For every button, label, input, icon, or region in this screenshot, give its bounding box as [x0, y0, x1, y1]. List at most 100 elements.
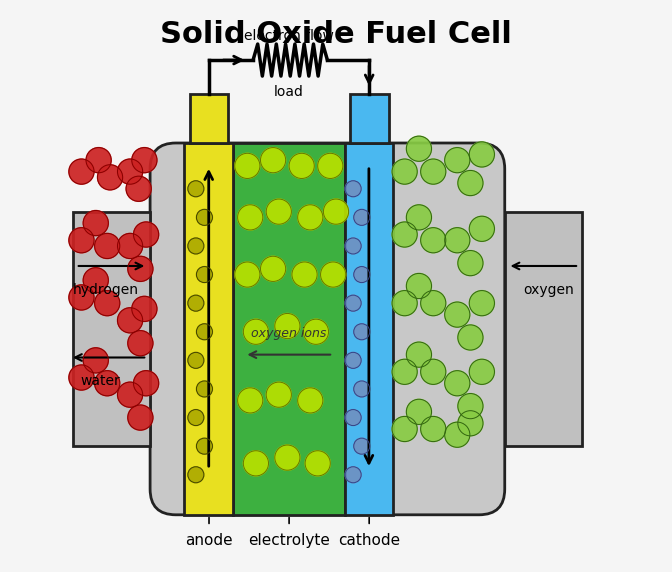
- Circle shape: [118, 382, 142, 407]
- Text: cathode: cathode: [338, 533, 401, 548]
- Circle shape: [69, 228, 94, 253]
- Circle shape: [238, 388, 263, 413]
- Circle shape: [196, 267, 212, 283]
- Circle shape: [353, 324, 370, 340]
- Circle shape: [95, 233, 120, 259]
- Circle shape: [407, 399, 431, 424]
- Circle shape: [392, 159, 417, 184]
- Circle shape: [321, 262, 345, 287]
- Circle shape: [83, 348, 108, 373]
- Circle shape: [118, 159, 142, 184]
- Circle shape: [345, 467, 361, 483]
- Circle shape: [134, 371, 159, 396]
- Circle shape: [188, 238, 204, 254]
- Circle shape: [243, 319, 269, 344]
- Text: hydrogen: hydrogen: [73, 283, 139, 297]
- Circle shape: [421, 228, 446, 253]
- Circle shape: [345, 295, 361, 311]
- Circle shape: [421, 359, 446, 384]
- Bar: [184, 143, 233, 515]
- Circle shape: [196, 324, 212, 340]
- Circle shape: [445, 302, 470, 327]
- Circle shape: [305, 451, 330, 476]
- Circle shape: [318, 153, 343, 178]
- Circle shape: [469, 216, 495, 241]
- Circle shape: [392, 222, 417, 247]
- Circle shape: [261, 256, 286, 281]
- Circle shape: [421, 291, 446, 316]
- Circle shape: [235, 153, 260, 178]
- Circle shape: [445, 371, 470, 396]
- Circle shape: [188, 467, 204, 483]
- Circle shape: [345, 181, 361, 197]
- Text: electron flow: electron flow: [244, 29, 334, 43]
- Circle shape: [353, 209, 370, 225]
- Circle shape: [469, 359, 495, 384]
- Text: Solid Oxide Fuel Cell: Solid Oxide Fuel Cell: [160, 20, 512, 49]
- Circle shape: [118, 233, 142, 259]
- Circle shape: [243, 451, 269, 476]
- Circle shape: [298, 205, 323, 230]
- Circle shape: [128, 256, 153, 281]
- Circle shape: [345, 410, 361, 426]
- Circle shape: [95, 291, 120, 316]
- Circle shape: [188, 352, 204, 368]
- Circle shape: [407, 342, 431, 367]
- Circle shape: [188, 410, 204, 426]
- Circle shape: [69, 365, 94, 390]
- Circle shape: [392, 359, 417, 384]
- Circle shape: [421, 416, 446, 442]
- Circle shape: [196, 438, 212, 454]
- Circle shape: [69, 159, 94, 184]
- Text: oxygen: oxygen: [523, 283, 575, 297]
- Circle shape: [345, 238, 361, 254]
- Circle shape: [266, 382, 292, 407]
- Circle shape: [392, 291, 417, 316]
- Circle shape: [134, 222, 159, 247]
- Circle shape: [458, 394, 483, 419]
- Circle shape: [97, 165, 123, 190]
- Circle shape: [458, 170, 483, 196]
- Text: water: water: [80, 374, 120, 387]
- Circle shape: [128, 405, 153, 430]
- Circle shape: [445, 422, 470, 447]
- Circle shape: [445, 228, 470, 253]
- Circle shape: [292, 262, 317, 287]
- Circle shape: [445, 148, 470, 173]
- Text: oxygen ions: oxygen ions: [251, 327, 327, 340]
- Circle shape: [196, 209, 212, 225]
- Circle shape: [69, 285, 94, 310]
- Circle shape: [298, 388, 323, 413]
- Circle shape: [353, 267, 370, 283]
- Bar: [233, 143, 345, 515]
- Bar: [73, 212, 150, 446]
- Circle shape: [83, 268, 108, 293]
- Circle shape: [238, 205, 263, 230]
- Circle shape: [469, 142, 495, 167]
- Bar: [345, 143, 393, 515]
- Circle shape: [95, 371, 120, 396]
- Bar: [349, 94, 388, 143]
- Circle shape: [86, 148, 111, 173]
- Circle shape: [458, 325, 483, 350]
- Text: anode: anode: [185, 533, 233, 548]
- Circle shape: [407, 136, 431, 161]
- FancyBboxPatch shape: [150, 143, 505, 515]
- Circle shape: [132, 148, 157, 173]
- Circle shape: [345, 352, 361, 368]
- Text: load: load: [274, 85, 304, 99]
- Circle shape: [303, 319, 329, 344]
- Circle shape: [275, 445, 300, 470]
- Circle shape: [407, 273, 431, 299]
- Circle shape: [275, 313, 300, 339]
- Circle shape: [128, 331, 153, 356]
- Circle shape: [353, 438, 370, 454]
- Circle shape: [188, 295, 204, 311]
- Circle shape: [458, 251, 483, 276]
- Circle shape: [458, 411, 483, 436]
- Circle shape: [261, 148, 286, 173]
- Circle shape: [83, 210, 108, 236]
- Circle shape: [235, 262, 260, 287]
- Bar: [505, 212, 582, 446]
- Circle shape: [126, 176, 151, 201]
